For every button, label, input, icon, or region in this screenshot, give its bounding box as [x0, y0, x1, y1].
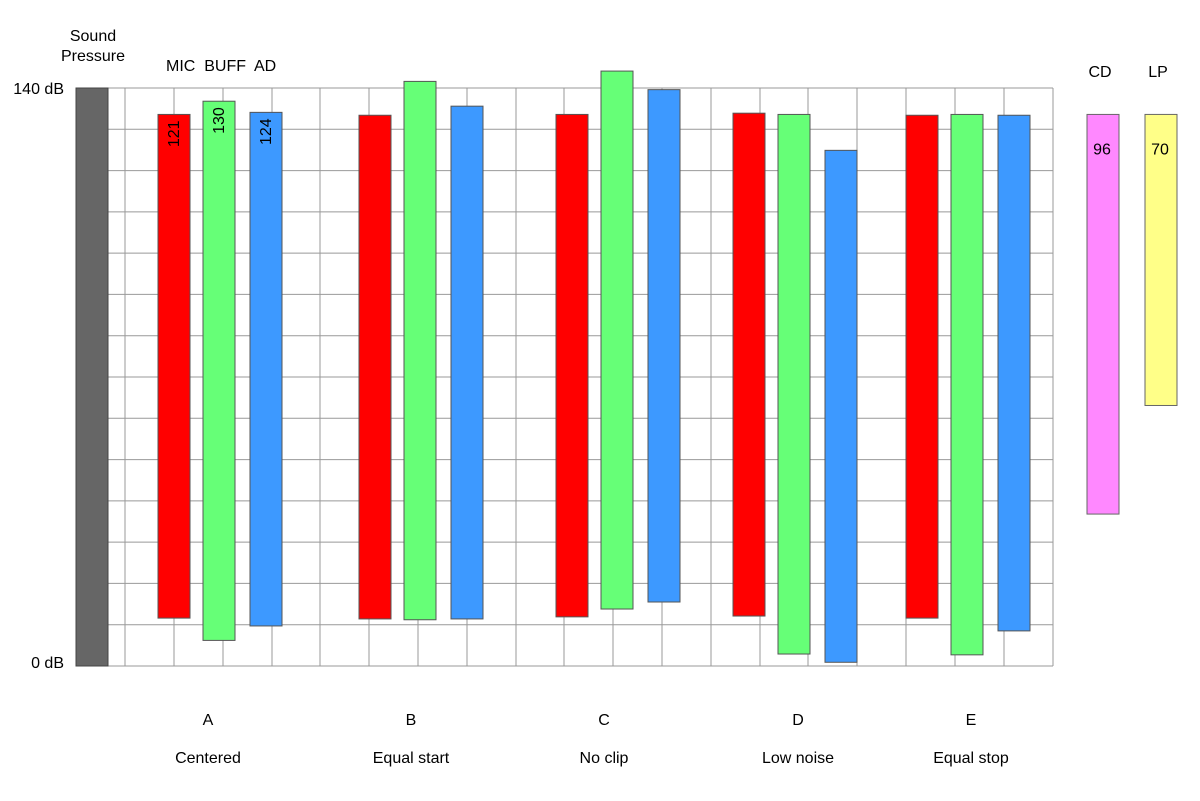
group-caption-label: Low noise: [762, 750, 834, 767]
bar-d-ad: [824, 149, 858, 663]
bar-value-label: 130: [211, 107, 228, 134]
bar-e-mic: [905, 114, 939, 619]
format-value-label: 70: [1151, 141, 1169, 158]
bar-e-ad: [997, 114, 1031, 632]
bar-b-ad: [450, 105, 484, 620]
format-name-label: CD: [1088, 64, 1111, 81]
bar-c-mic: [555, 113, 589, 618]
group-letter-label: A: [203, 712, 214, 729]
group-letter-label: C: [598, 712, 610, 729]
bar-e-buff: [950, 113, 984, 656]
bar-c-buff: [600, 70, 634, 610]
format-bar-cd: [1086, 113, 1120, 515]
group-letter-label: E: [966, 712, 977, 729]
y-axis-title-line1: Sound: [70, 28, 116, 45]
bar-value-label: 124: [258, 118, 275, 145]
group-caption-label: Equal start: [373, 750, 450, 767]
bar-b-mic: [358, 114, 392, 620]
chart-labels: Sound Pressure 140 dB 0 dB MIC BUFF AD 1…: [13, 28, 1169, 767]
format-bar-lp: [1144, 113, 1178, 406]
bar-d-buff: [777, 113, 811, 655]
sound-pressure-bar: [75, 87, 109, 667]
series-header: MIC BUFF AD: [166, 58, 276, 75]
chart-bars: [75, 70, 1178, 667]
group-caption-label: No clip: [580, 750, 629, 767]
group-caption-label: Centered: [175, 750, 241, 767]
format-name-label: LP: [1148, 64, 1168, 81]
bar-a-buff: [202, 100, 236, 641]
group-letter-label: D: [792, 712, 804, 729]
bar-a-ad: [249, 111, 283, 627]
bar-value-label: 121: [166, 120, 183, 147]
bar-d-mic: [732, 112, 766, 617]
y-axis-bottom-label: 0 dB: [31, 655, 64, 672]
bar-c-ad: [647, 89, 681, 603]
bar-a-mic: [157, 113, 191, 619]
format-value-label: 96: [1093, 141, 1111, 158]
group-caption-label: Equal stop: [933, 750, 1009, 767]
y-axis-title-line2: Pressure: [61, 48, 125, 65]
y-axis-top-label: 140 dB: [13, 81, 64, 98]
bar-b-buff: [403, 80, 437, 621]
group-letter-label: B: [406, 712, 417, 729]
